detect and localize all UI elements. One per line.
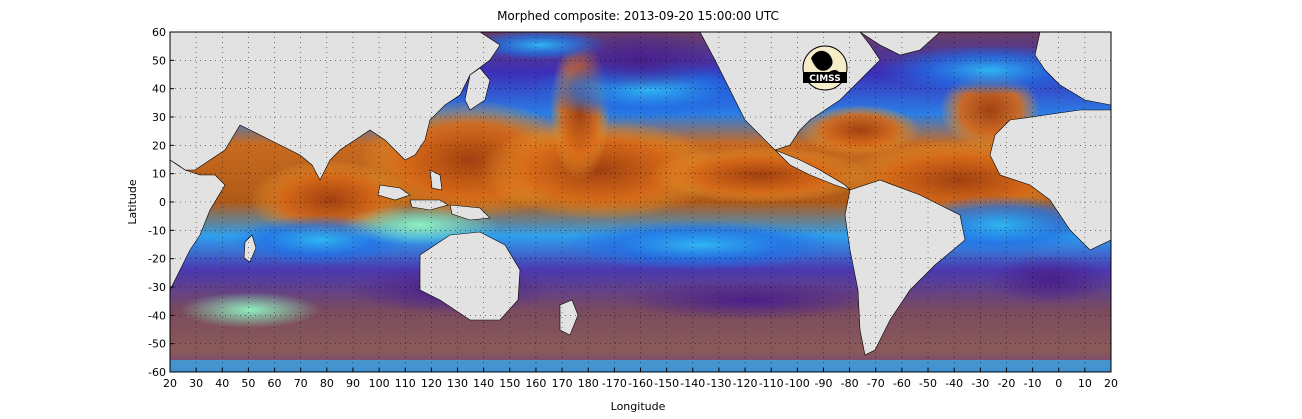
x-tick-label: 100 [369, 377, 390, 390]
x-tick-label: 20 [1104, 377, 1118, 390]
x-tick-label: 80 [320, 377, 334, 390]
x-tick-label: -50 [919, 377, 937, 390]
x-tick-label: 140 [473, 377, 494, 390]
x-tick-label: -140 [680, 377, 705, 390]
x-tick-labels: 20 30 40 50 60 70 80 90 100 110 120 130 140 150 160 170… [163, 368, 1118, 390]
x-tick-label: -30 [971, 377, 989, 390]
y-tick-label: -20 [148, 253, 166, 266]
y-tick-label: 50 [152, 54, 166, 67]
y-tick-labels: 60 50 40 30 20 10 0 -10 -20 -30 -40 -50 -60 [148, 26, 174, 379]
x-tick-label: 50 [241, 377, 255, 390]
x-tick-label: -60 [893, 377, 911, 390]
x-tick-label: 0 [1055, 377, 1062, 390]
x-tick-label: 180 [578, 377, 599, 390]
map-title: Morphed composite: 2013-09-20 15:00:00 U… [497, 9, 779, 23]
x-tick-label: 90 [346, 377, 360, 390]
x-tick-label: 170 [552, 377, 573, 390]
x-tick-label: -130 [706, 377, 731, 390]
x-tick-label: 60 [268, 377, 282, 390]
x-tick-label: 160 [525, 377, 546, 390]
y-tick-label: 30 [152, 111, 166, 124]
x-tick-label: 20 [163, 377, 177, 390]
x-tick-label: -120 [733, 377, 758, 390]
y-tick-label: 0 [159, 196, 166, 209]
moisture-blob [800, 105, 920, 155]
moisture-blob [180, 292, 320, 328]
y-axis-label: Latitude [126, 179, 139, 225]
y-tick-label: -50 [148, 338, 166, 351]
x-axis-label: Longitude [611, 400, 666, 413]
plot-area [170, 32, 1111, 372]
x-tick-label: 110 [395, 377, 416, 390]
x-tick-label: -150 [654, 377, 679, 390]
y-tick-label: 10 [152, 168, 166, 181]
logo-text: CIMSS [809, 74, 840, 84]
y-tick-label: -60 [148, 366, 166, 379]
x-tick-label: -10 [1024, 377, 1042, 390]
moisture-blob [480, 120, 720, 220]
lat-lon-grid [170, 32, 1111, 372]
y-tick-label: 60 [152, 26, 166, 39]
y-tick-label: -40 [148, 309, 166, 322]
x-tick-label: -40 [945, 377, 963, 390]
x-tick-label: -110 [759, 377, 784, 390]
moisture-blob [620, 280, 880, 320]
x-tick-label: -170 [602, 377, 627, 390]
x-tick-label: 130 [447, 377, 468, 390]
moisture-blob [990, 255, 1110, 305]
y-tick-label: 20 [152, 139, 166, 152]
moisture-blob [650, 147, 870, 203]
x-tick-label: -70 [867, 377, 885, 390]
cimss-logo: CIMSS [802, 45, 848, 91]
moisture-blob [560, 220, 840, 270]
x-tick-label: 150 [499, 377, 520, 390]
x-tick-label: 30 [189, 377, 203, 390]
x-tick-label: -90 [814, 377, 832, 390]
x-tick-label: -80 [841, 377, 859, 390]
x-tick-label: 10 [1078, 377, 1092, 390]
x-tick-label: -20 [997, 377, 1015, 390]
x-tick-label: -160 [628, 377, 653, 390]
x-tick-label: 120 [421, 377, 442, 390]
moisture-blob [560, 32, 720, 90]
y-tick-label: -30 [148, 281, 166, 294]
y-tick-label: 40 [152, 83, 166, 96]
x-tick-label: 40 [215, 377, 229, 390]
land [170, 32, 1111, 356]
y-tick-label: -10 [148, 224, 166, 237]
x-tick-label: -100 [785, 377, 810, 390]
x-tick-label: 70 [294, 377, 308, 390]
